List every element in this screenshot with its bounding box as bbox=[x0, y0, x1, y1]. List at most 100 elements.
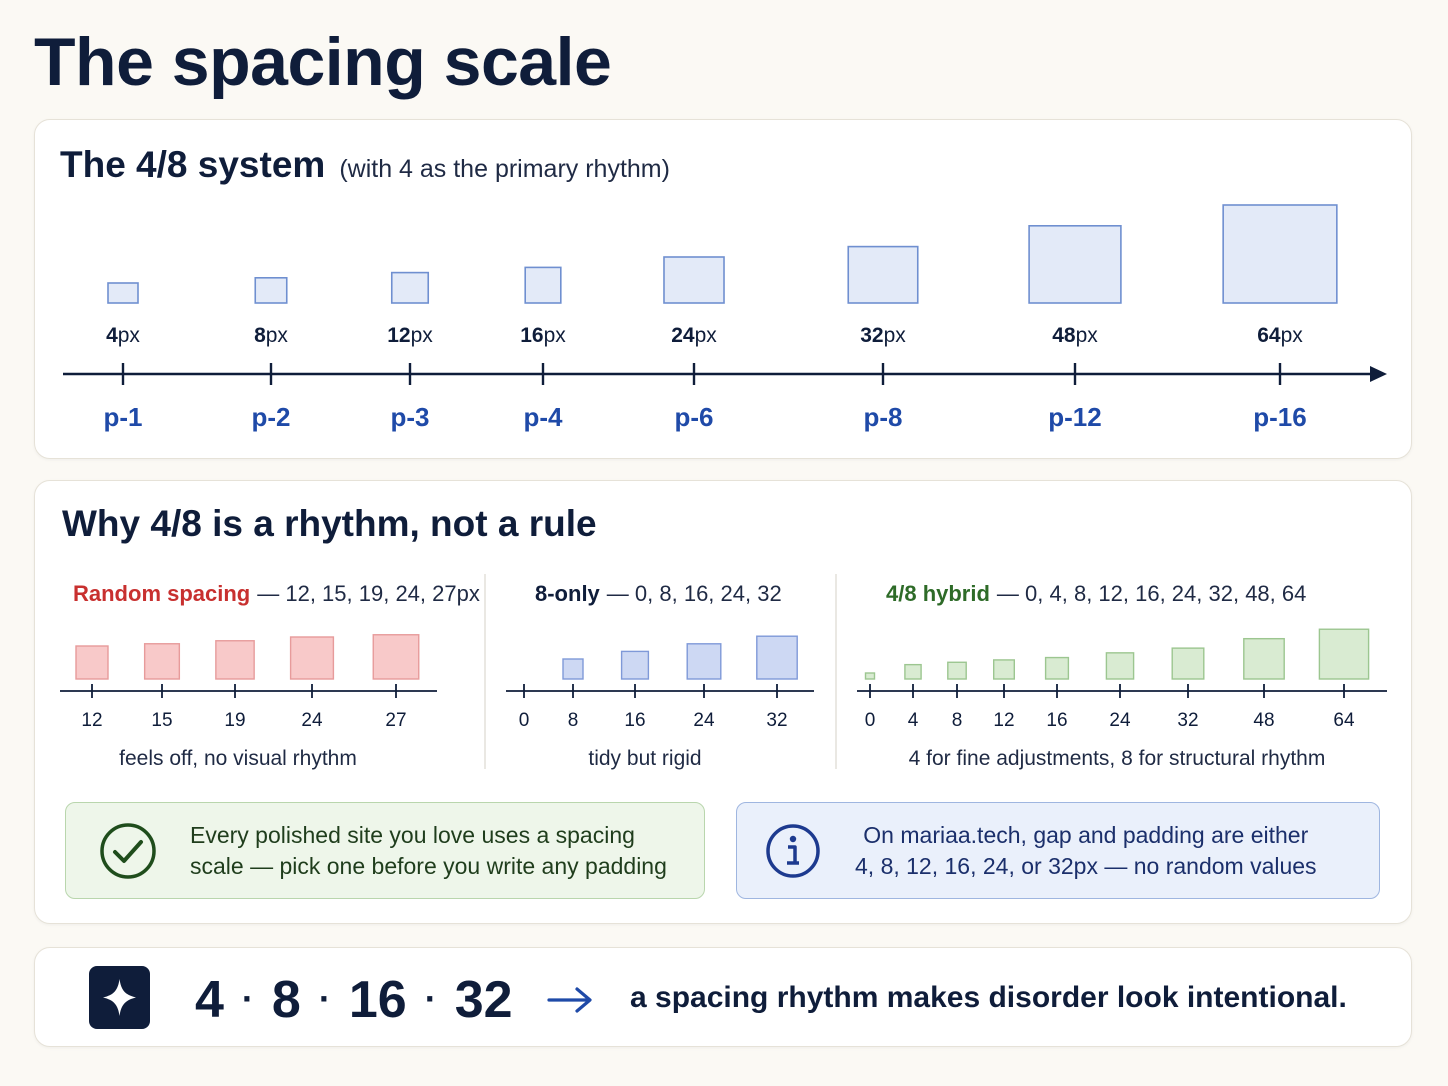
rhythm-card: Why 4/8 is a rhythm, not a rule Random s… bbox=[34, 480, 1412, 924]
tick-label: 16 bbox=[1046, 710, 1067, 731]
sequence-value: 4 bbox=[195, 971, 224, 1029]
spacing-bar bbox=[756, 635, 798, 680]
step-token: p-3 bbox=[391, 402, 430, 432]
panel-title: Random spacing — 12, 15, 19, 24, 27px bbox=[73, 581, 480, 606]
summary-card: 4 · 8 · 16 · 32 a spacing rhythm makes disorde… bbox=[34, 947, 1412, 1047]
tip-text: Every polished site you love uses a spac… bbox=[190, 820, 667, 882]
system-subheading: (with 4 as the primary rhythm) bbox=[339, 155, 670, 183]
step-value: 16 bbox=[520, 324, 543, 347]
info-line-2: 4, 8, 12, 16, 24, or 32px — no random va… bbox=[855, 852, 1317, 879]
spacing-bar bbox=[864, 672, 876, 680]
tagline: a spacing rhythm makes disorder look int… bbox=[630, 981, 1347, 1014]
panel-caption: feels off, no visual rhythm bbox=[119, 747, 357, 770]
step-unit: px bbox=[695, 324, 718, 347]
tick-label: 12 bbox=[993, 710, 1014, 731]
panel-name: Random spacing bbox=[73, 581, 250, 606]
step-value: 12 bbox=[387, 324, 410, 347]
step-label: 24px bbox=[671, 324, 717, 347]
tick-label: 32 bbox=[1177, 710, 1198, 731]
sequence-value: 8 bbox=[271, 971, 301, 1029]
tick-label: 27 bbox=[385, 710, 406, 731]
step-value: 48 bbox=[1052, 324, 1076, 347]
step-token: p-4 bbox=[524, 402, 564, 432]
page-title: The spacing scale bbox=[34, 24, 612, 100]
spacing-bar bbox=[904, 663, 922, 680]
panel-title: 4/8 hybrid — 0, 4, 8, 12, 16, 24, 32, 48,… bbox=[886, 581, 1306, 606]
step-value: 24 bbox=[671, 324, 695, 347]
step-unit: px bbox=[884, 324, 907, 347]
spacing-bar bbox=[562, 658, 584, 680]
sparkle-icon bbox=[89, 966, 150, 1029]
step-token: p-6 bbox=[675, 402, 714, 432]
spacing-bar bbox=[143, 643, 181, 680]
sequence-separator: · bbox=[241, 978, 254, 1019]
step-unit: px bbox=[1076, 324, 1099, 347]
step-token: p-2 bbox=[252, 402, 291, 432]
step-token: p-1 bbox=[104, 402, 143, 432]
spacing-bar bbox=[1105, 652, 1135, 680]
panel-title: 8-only — 0, 8, 16, 24, 32 bbox=[535, 581, 782, 606]
spacing-bar bbox=[993, 659, 1016, 680]
tick-label: 19 bbox=[224, 710, 245, 731]
info-text: On mariaa.tech, gap and padding are eith… bbox=[855, 820, 1317, 882]
step-label: 12px bbox=[387, 324, 433, 347]
step-label: 4px bbox=[106, 324, 140, 347]
step-token: p-16 bbox=[1253, 402, 1306, 432]
spacing-swatch bbox=[663, 256, 725, 304]
spacing-bar bbox=[1243, 637, 1285, 680]
step-value: 64 bbox=[1257, 324, 1281, 347]
sequence-value: 32 bbox=[454, 971, 513, 1029]
panel-name: 8-only bbox=[535, 581, 601, 606]
tip-line-2: scale — pick one before you write any pa… bbox=[190, 852, 667, 879]
step-unit: px bbox=[1281, 324, 1304, 347]
info-line-1: On mariaa.tech, gap and padding are eith… bbox=[863, 821, 1309, 848]
system-heading: The 4/8 system (with 4 as the primary rhy… bbox=[60, 142, 670, 192]
sequence-separator: · bbox=[318, 978, 331, 1019]
step-token: p-8 bbox=[864, 402, 903, 432]
step-label: 32px bbox=[860, 324, 906, 347]
tick-label: 8 bbox=[952, 710, 963, 731]
info-circle-icon bbox=[763, 821, 823, 881]
step-label: 48px bbox=[1052, 324, 1098, 347]
arrow-right-icon bbox=[547, 987, 592, 1013]
step-label: 8px bbox=[254, 324, 288, 347]
tick-label: 16 bbox=[624, 710, 645, 731]
sequence-value: 16 bbox=[348, 971, 407, 1029]
step-label: 16px bbox=[520, 324, 566, 347]
spacing-swatch bbox=[107, 282, 139, 304]
tick-label: 24 bbox=[1109, 710, 1131, 731]
tick-label: 32 bbox=[766, 710, 787, 731]
spacing-swatch bbox=[847, 245, 919, 304]
step-unit: px bbox=[118, 324, 141, 347]
spacing-bar bbox=[620, 650, 650, 680]
spacing-bar bbox=[75, 645, 109, 680]
tick-label: 15 bbox=[151, 710, 172, 731]
tick-label: 24 bbox=[301, 710, 323, 731]
step-unit: px bbox=[544, 324, 567, 347]
info-callout: On mariaa.tech, gap and padding are eith… bbox=[736, 802, 1380, 899]
rhythm-comparison-diagram: Random spacing — 12, 15, 19, 24, 27px 12 15… bbox=[60, 574, 1387, 770]
spacing-swatch bbox=[254, 277, 288, 304]
system-heading-title: The 4/8 system bbox=[60, 144, 326, 185]
spacing-bar bbox=[947, 661, 967, 680]
spacing-sequence: 4 · 8 · 16 · 32 bbox=[195, 968, 513, 1031]
axis-arrowhead bbox=[1370, 366, 1387, 382]
tick-label: 8 bbox=[568, 710, 579, 731]
tick-label: 64 bbox=[1333, 710, 1355, 731]
step-label: 64px bbox=[1257, 324, 1303, 347]
tick-label: 12 bbox=[81, 710, 102, 731]
spacing-swatch bbox=[524, 266, 562, 304]
panel-name: 4/8 hybrid bbox=[886, 581, 990, 606]
spacing-bar bbox=[372, 634, 420, 680]
spacing-bar bbox=[686, 643, 722, 680]
tick-label: 0 bbox=[865, 710, 876, 731]
step-value: 8 bbox=[254, 324, 266, 347]
system-card: The 4/8 system (with 4 as the primary rhy… bbox=[34, 119, 1412, 459]
spacing-swatch bbox=[1222, 204, 1338, 304]
step-value: 32 bbox=[860, 324, 883, 347]
tick-label: 48 bbox=[1253, 710, 1274, 731]
step-token: p-12 bbox=[1048, 402, 1101, 432]
spacing-bar bbox=[289, 636, 335, 680]
panel-caption: 4 for fine adjustments, 8 for structural… bbox=[909, 747, 1326, 770]
panel-values: — 0, 4, 8, 12, 16, 24, 32, 48, 64 bbox=[997, 581, 1306, 606]
